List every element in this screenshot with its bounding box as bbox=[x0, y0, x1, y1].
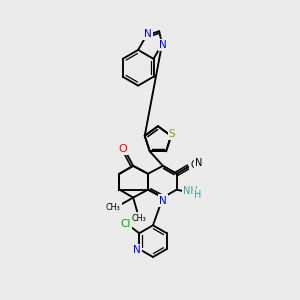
Text: N: N bbox=[195, 158, 202, 168]
Text: O: O bbox=[118, 144, 127, 154]
Text: NH: NH bbox=[183, 186, 198, 196]
Text: H: H bbox=[194, 190, 201, 200]
Text: C: C bbox=[190, 160, 197, 170]
Text: CH₃: CH₃ bbox=[132, 214, 146, 223]
Text: N: N bbox=[159, 40, 167, 50]
Text: CH₃: CH₃ bbox=[106, 203, 121, 212]
Text: N: N bbox=[134, 245, 141, 255]
Text: N: N bbox=[144, 29, 152, 39]
Text: N: N bbox=[159, 196, 167, 206]
Text: Cl: Cl bbox=[120, 219, 130, 229]
Text: S: S bbox=[169, 129, 175, 139]
